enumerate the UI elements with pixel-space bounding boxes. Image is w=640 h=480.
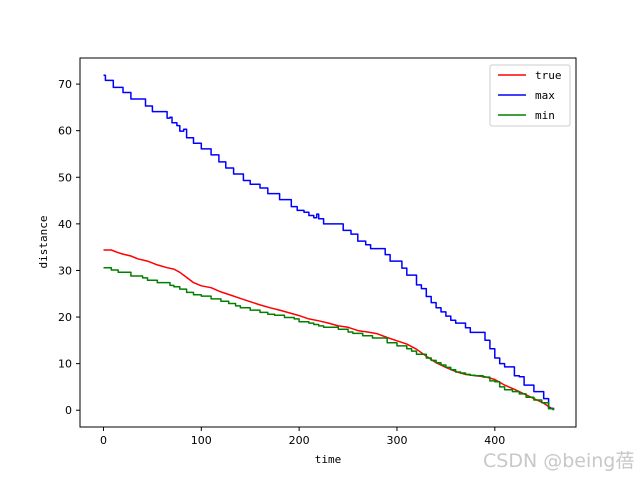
y-tick-label: 10 [58,358,72,371]
x-axis-label: time [315,453,342,466]
y-tick-label: 50 [58,171,72,184]
y-tick-label: 40 [58,218,72,231]
y-tick-label: 30 [58,264,72,277]
y-tick-label: 20 [58,311,72,324]
y-axis-ticks: 0 10 20 30 40 50 60 70 [58,78,80,417]
legend-label-max: max [535,89,555,102]
x-axis-ticks: 0 100 200 300 400 [100,427,505,447]
x-tick-label: 100 [191,434,212,447]
plot-area-frame [79,57,577,428]
watermark-text: CSDN @being蓓 [483,450,635,472]
series-line-true [103,249,554,411]
legend-label-true: true [535,69,562,82]
series-line-max [103,74,555,410]
x-tick-label: 200 [289,434,310,447]
x-tick-label: 400 [484,434,505,447]
y-tick-label: 0 [65,404,72,417]
legend: true max min [489,64,571,127]
legend-label-min: min [535,109,555,122]
y-axis-label: distance [37,216,50,269]
legend-box [489,64,571,127]
series-line-min [103,266,555,411]
y-tick-label: 70 [58,78,72,91]
x-tick-label: 300 [386,434,407,447]
series-layer [103,74,555,411]
x-tick-label: 0 [100,434,107,447]
y-tick-label: 60 [58,125,72,138]
